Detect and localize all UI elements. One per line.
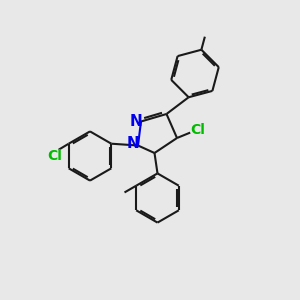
Text: Cl: Cl	[190, 124, 206, 137]
Text: N: N	[129, 114, 142, 129]
Text: Cl: Cl	[47, 149, 61, 163]
Text: N: N	[126, 136, 139, 152]
